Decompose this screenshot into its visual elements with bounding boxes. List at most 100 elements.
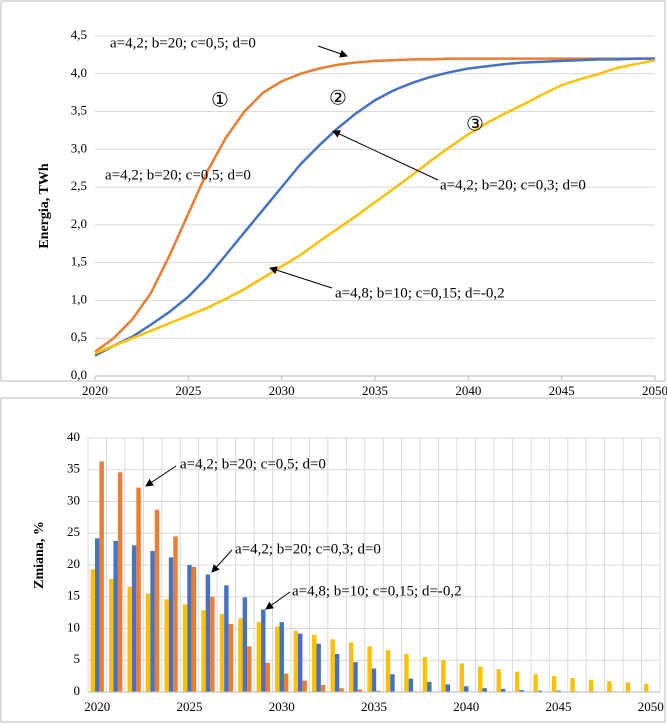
y-tick-label: 25 bbox=[67, 524, 80, 539]
bar bbox=[302, 680, 307, 692]
bar bbox=[150, 551, 155, 692]
bar bbox=[385, 650, 391, 692]
bar bbox=[348, 642, 354, 692]
x-tick-label: 2025 bbox=[176, 699, 202, 714]
bar bbox=[228, 624, 234, 692]
bar bbox=[556, 690, 561, 692]
bar bbox=[371, 668, 377, 692]
x-tick-label: 2045 bbox=[546, 699, 572, 714]
bar bbox=[279, 622, 284, 692]
bar bbox=[357, 689, 363, 692]
bar bbox=[588, 679, 594, 692]
y-tick-label: 0,0 bbox=[71, 367, 87, 382]
y-tick-label: 0,5 bbox=[71, 329, 87, 344]
y-tick-label: 20 bbox=[67, 556, 80, 571]
bar bbox=[519, 690, 524, 692]
x-tick-label: 2030 bbox=[269, 383, 295, 398]
bar bbox=[514, 671, 520, 692]
bar bbox=[537, 690, 543, 692]
bar bbox=[297, 633, 303, 692]
x-tick-label: 2035 bbox=[362, 383, 388, 398]
y-tick-label: 15 bbox=[67, 588, 80, 603]
x-tick-label: 2020 bbox=[84, 699, 110, 714]
bar bbox=[464, 686, 469, 692]
y-tick-label: 40 bbox=[67, 429, 80, 444]
y-tick-label: 4,0 bbox=[71, 65, 87, 80]
x-tick-label: 2040 bbox=[455, 383, 481, 398]
series-line bbox=[94, 57, 655, 353]
y-tick-label: 0 bbox=[74, 683, 81, 698]
bar bbox=[90, 569, 96, 692]
annotation: a=4,2; b=20; c=0,3; d=0 bbox=[440, 177, 586, 193]
x-tick-label: 2020 bbox=[82, 383, 108, 398]
bar bbox=[316, 643, 321, 692]
y-tick-label: 2,0 bbox=[71, 216, 87, 231]
bar bbox=[283, 673, 289, 692]
bar bbox=[312, 634, 317, 692]
bar bbox=[625, 682, 631, 692]
bar bbox=[131, 545, 137, 692]
bar bbox=[109, 578, 114, 692]
arrows bbox=[145, 45, 439, 610]
annotation: ① bbox=[211, 90, 229, 112]
bar bbox=[113, 540, 118, 692]
bar bbox=[607, 681, 612, 692]
bar bbox=[168, 557, 174, 692]
bar bbox=[353, 662, 358, 692]
bar bbox=[256, 622, 262, 692]
annotation: a=4,8; b=10; c=0,15; d=-0,2 bbox=[292, 583, 462, 599]
bar bbox=[459, 663, 465, 692]
bar bbox=[201, 610, 206, 692]
y-tick-label: 2,5 bbox=[71, 178, 87, 193]
series-line bbox=[94, 58, 656, 355]
x-tick-label: 2030 bbox=[269, 699, 295, 714]
bar bbox=[182, 604, 188, 692]
annotation: a=4,8; b=10; c=0,15; d=-0,2 bbox=[335, 285, 505, 301]
bar bbox=[496, 669, 501, 692]
bar bbox=[205, 574, 211, 692]
y-axis-title: Zmiana, % bbox=[32, 521, 47, 589]
bar bbox=[275, 626, 280, 692]
y-tick-label: 35 bbox=[67, 461, 80, 476]
bar bbox=[445, 684, 451, 692]
bar bbox=[173, 536, 178, 692]
y-tick-label: 1,5 bbox=[71, 254, 87, 269]
bar bbox=[478, 666, 483, 692]
y-tick-label: 10 bbox=[67, 619, 80, 634]
annotation: a=4,2; b=20; c=0,5; d=0 bbox=[180, 456, 326, 472]
series-line bbox=[94, 57, 655, 357]
bar bbox=[500, 688, 506, 692]
x-tick-label: 2040 bbox=[453, 699, 479, 714]
bar bbox=[99, 461, 104, 692]
bar bbox=[145, 593, 151, 692]
bar bbox=[390, 674, 395, 692]
bar bbox=[422, 657, 428, 692]
bar bbox=[117, 472, 123, 692]
y-tick-label: 1,0 bbox=[71, 291, 87, 306]
panel-frame bbox=[0, 0, 666, 382]
bar bbox=[644, 683, 649, 692]
bar bbox=[376, 690, 381, 692]
bar bbox=[293, 631, 298, 692]
bar bbox=[136, 487, 141, 692]
bar bbox=[187, 565, 192, 692]
x-tick-label: 2025 bbox=[175, 383, 201, 398]
bar bbox=[219, 613, 225, 692]
bar bbox=[95, 538, 100, 692]
bar bbox=[533, 674, 538, 692]
bar bbox=[408, 678, 414, 692]
annotation: ② bbox=[329, 88, 347, 110]
bar bbox=[330, 639, 335, 692]
bar bbox=[320, 685, 326, 692]
bar bbox=[210, 596, 215, 692]
bar bbox=[265, 662, 270, 692]
panel-frame bbox=[0, 397, 666, 723]
annotation: a=4,2; b=20; c=0,5; d=0 bbox=[110, 35, 256, 51]
bar bbox=[164, 599, 169, 692]
bar bbox=[441, 660, 446, 692]
y-tick-label: 3,0 bbox=[71, 140, 87, 155]
bar bbox=[482, 688, 487, 692]
annotation: a=4,2; b=20; c=0,5; d=0 bbox=[105, 167, 251, 183]
y-tick-label: 4,5 bbox=[71, 27, 87, 42]
